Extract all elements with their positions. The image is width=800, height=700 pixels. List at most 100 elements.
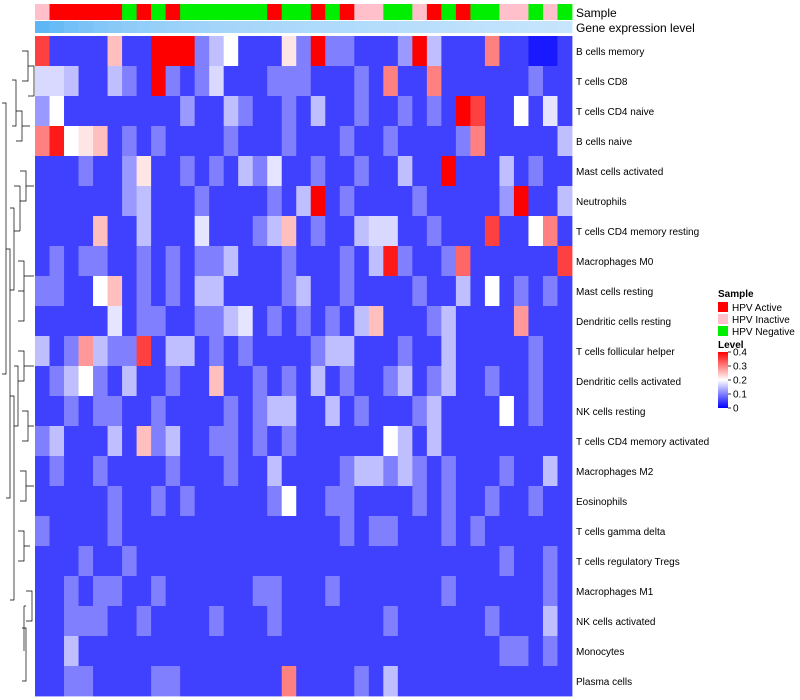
heatmap-cell <box>325 366 341 397</box>
heatmap-cell <box>165 546 181 577</box>
heatmap-cell <box>339 486 355 517</box>
heatmap-cell <box>267 546 283 577</box>
heatmap-cell <box>252 96 268 127</box>
heatmap-cell <box>49 186 65 217</box>
heatmap-cell <box>267 186 283 217</box>
heatmap-cell <box>281 216 297 247</box>
heatmap-cell <box>267 486 283 517</box>
heatmap-cell <box>223 426 239 457</box>
heatmap-cell <box>93 216 108 247</box>
heatmap-cell <box>267 426 283 457</box>
heatmap-cell <box>470 276 486 307</box>
heatmap-cell <box>223 366 239 397</box>
heatmap-cell <box>499 666 515 697</box>
sample-annotation-cell <box>426 4 442 20</box>
heatmap-cell <box>296 216 312 247</box>
heatmap-cell <box>426 126 442 157</box>
heatmap-cell <box>194 276 210 307</box>
heatmap-cell <box>93 156 108 187</box>
heatmap-cell <box>64 396 79 427</box>
heatmap-cell <box>64 96 79 127</box>
heatmap-cell <box>267 246 283 277</box>
heatmap-cell <box>223 36 239 67</box>
heatmap-cell <box>238 246 254 277</box>
heatmap-cell <box>238 126 254 157</box>
heatmap-cell <box>122 516 137 547</box>
legend-level: Level 0.4 0.3 0.2 0.1 0 <box>718 340 747 415</box>
gene-expression-cell <box>325 21 341 33</box>
heatmap-cell <box>441 246 457 277</box>
heatmap-cell <box>412 456 428 487</box>
gene-expression-cell <box>107 21 123 33</box>
heatmap-cell <box>354 636 370 667</box>
heatmap-cell <box>267 216 283 247</box>
heatmap-cell <box>383 126 399 157</box>
heatmap-cell <box>296 36 312 67</box>
heatmap-cell <box>93 96 108 127</box>
heatmap-cell <box>383 96 399 127</box>
row-label: Monocytes <box>576 647 624 658</box>
heatmap-cell <box>368 486 384 517</box>
heatmap-cell <box>499 156 515 187</box>
heatmap-cell <box>426 576 442 607</box>
heatmap-cell <box>281 456 297 487</box>
heatmap-cell <box>223 276 239 307</box>
row-label: Eosinophils <box>576 497 627 508</box>
heatmap-cell <box>339 456 355 487</box>
gene-expression-cell <box>383 21 399 33</box>
heatmap-cell <box>209 366 225 397</box>
heatmap-cell <box>252 516 268 547</box>
heatmap-cell <box>383 606 399 637</box>
heatmap-cell <box>484 216 500 247</box>
heatmap-cell <box>484 96 500 127</box>
heatmap-cell <box>151 66 167 97</box>
heatmap-cell <box>35 186 50 217</box>
heatmap-cell <box>310 96 326 127</box>
heatmap-cell <box>238 426 254 457</box>
heatmap-cell <box>281 546 297 577</box>
heatmap-cell <box>499 96 515 127</box>
heatmap-cell <box>296 576 312 607</box>
heatmap-cell <box>238 36 254 67</box>
heatmap-cell <box>542 576 558 607</box>
legend-level-title: Level <box>718 340 744 351</box>
heatmap-cell <box>209 246 225 277</box>
heatmap-cell <box>107 276 123 307</box>
heatmap-cell <box>542 606 558 637</box>
heatmap-cell <box>499 336 515 367</box>
heatmap-cell <box>238 486 254 517</box>
heatmap-cell <box>122 246 137 277</box>
gene-expression-annotation-bar <box>35 21 573 33</box>
heatmap-cell <box>281 666 297 697</box>
heatmap-cell <box>325 546 341 577</box>
heatmap-cell <box>93 186 108 217</box>
heatmap-cell <box>107 666 123 697</box>
heatmap-cell <box>194 426 210 457</box>
heatmap-cell <box>49 156 65 187</box>
heatmap-cell <box>441 546 457 577</box>
heatmap-cell <box>339 66 355 97</box>
heatmap-cell <box>136 606 152 637</box>
heatmap-cell <box>441 156 457 187</box>
legend-sample-title: Sample <box>718 289 754 300</box>
heatmap-cell <box>441 396 457 427</box>
heatmap-cell <box>281 126 297 157</box>
heatmap-cell <box>513 156 529 187</box>
heatmap-cell <box>557 426 573 457</box>
heatmap-cell <box>557 36 573 67</box>
heatmap-cell <box>223 66 239 97</box>
heatmap-cell <box>484 666 500 697</box>
legend-level-tick-label: 0.3 <box>733 362 747 373</box>
heatmap-cell <box>122 666 137 697</box>
heatmap-cell <box>49 336 65 367</box>
heatmap-cell <box>35 546 50 577</box>
heatmap-cell <box>93 276 108 307</box>
heatmap-cell <box>325 186 341 217</box>
heatmap-cell <box>368 366 384 397</box>
heatmap-cell <box>412 246 428 277</box>
heatmap-cell <box>209 186 225 217</box>
heatmap-cell <box>35 456 50 487</box>
heatmap-cell <box>281 246 297 277</box>
heatmap-cell <box>310 186 326 217</box>
heatmap-cell <box>78 186 94 217</box>
